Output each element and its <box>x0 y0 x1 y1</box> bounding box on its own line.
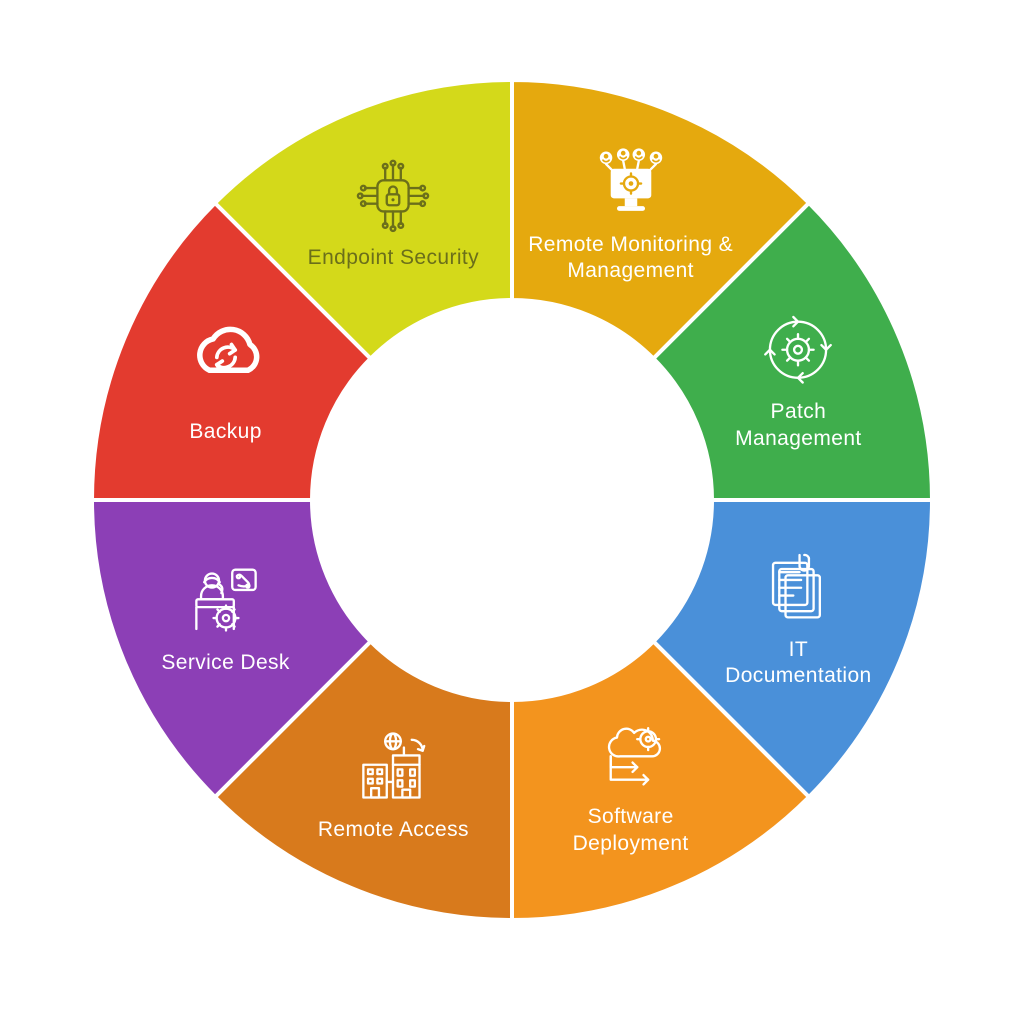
deployment-icon <box>592 716 670 794</box>
segment-content-it-documentation: IT Documentation <box>703 548 893 689</box>
chip-lock-icon <box>354 156 432 234</box>
segment-content-backup: Backup <box>141 317 311 445</box>
segment-content-software-deploy: Software Deployment <box>536 716 726 857</box>
segment-content-remote-access: Remote Access <box>293 729 493 843</box>
segment-label-service-desk: Service Desk <box>161 650 290 676</box>
patch-cycle-icon <box>759 311 837 389</box>
wheel-svg <box>0 0 1024 1024</box>
segment-content-remote-monitoring: Remote Monitoring & Management <box>521 143 741 284</box>
segment-label-patch-management: Patch Management <box>735 399 862 452</box>
segment-content-endpoint-security: Endpoint Security <box>288 156 498 270</box>
segment-label-endpoint-security: Endpoint Security <box>308 244 479 270</box>
monitoring-icon <box>592 143 670 221</box>
cloud-sync-icon <box>180 317 272 409</box>
segment-label-backup: Backup <box>189 419 261 445</box>
buildings-icon <box>354 729 432 807</box>
donut-infographic: Remote Monitoring & Management Patch Man… <box>0 0 1024 1024</box>
segment-label-software-deploy: Software Deployment <box>573 804 689 857</box>
documents-icon <box>759 548 837 626</box>
service-desk-icon <box>187 562 265 640</box>
segment-label-remote-access: Remote Access <box>318 817 469 843</box>
segment-content-service-desk: Service Desk <box>131 562 321 676</box>
segment-content-patch-management: Patch Management <box>703 311 893 452</box>
segment-label-remote-monitoring: Remote Monitoring & Management <box>528 231 733 284</box>
donut-hole <box>313 301 711 699</box>
segment-label-it-documentation: IT Documentation <box>725 636 871 689</box>
